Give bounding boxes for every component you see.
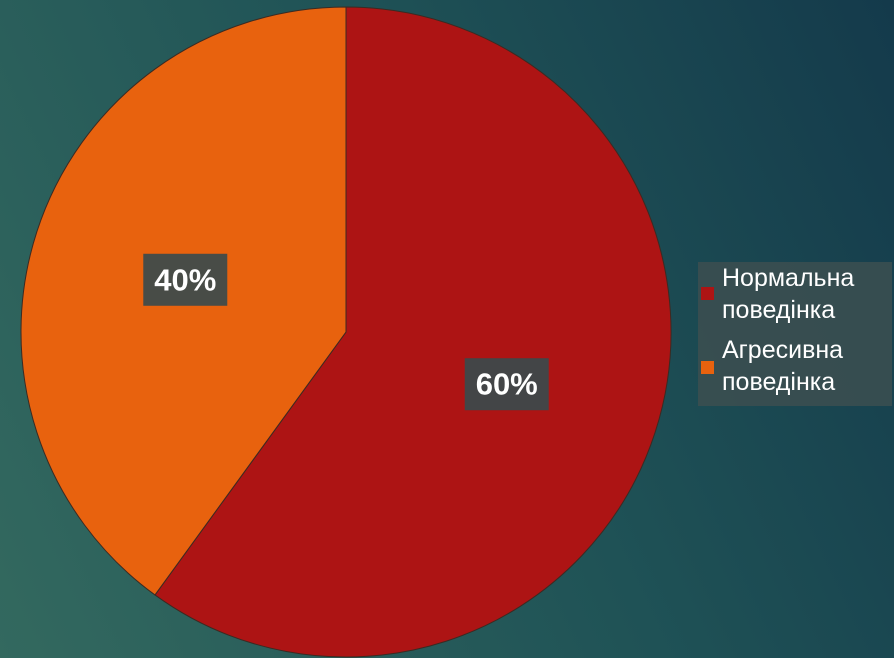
data-label-background bbox=[143, 253, 228, 306]
data-label-background bbox=[464, 358, 549, 411]
legend-item-normal-behavior: Нормальна поведінка bbox=[698, 262, 892, 334]
chart-legend: Нормальна поведінка Агресивна поведінка bbox=[698, 262, 892, 406]
data-label-text: 60% bbox=[476, 367, 538, 402]
legend-item-aggressive-behavior: Агресивна поведінка bbox=[698, 334, 892, 406]
pie-slices bbox=[20, 6, 672, 658]
legend-label-normal-behavior: Нормальна поведінка bbox=[722, 264, 855, 324]
legend-swatch-normal-behavior bbox=[701, 287, 714, 300]
data-label-normal-behavior: 60% bbox=[464, 358, 549, 411]
legend-label-aggressive-behavior: Агресивна поведінка bbox=[722, 336, 844, 396]
pie-slice-normal-behavior bbox=[154, 6, 672, 658]
data-labels: 60% 40% bbox=[143, 253, 549, 411]
legend-swatch-aggressive-behavior bbox=[701, 361, 714, 374]
data-label-aggressive-behavior: 40% bbox=[143, 253, 228, 306]
data-label-text: 40% bbox=[154, 262, 216, 297]
